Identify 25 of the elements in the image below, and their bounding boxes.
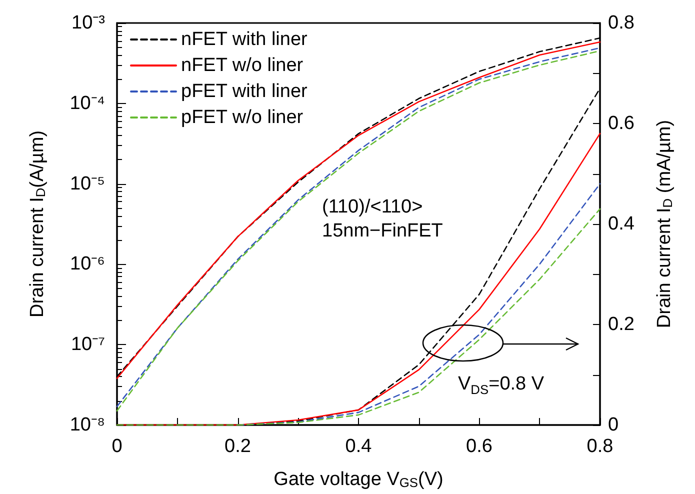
y2-tick-label: 0.6 bbox=[608, 113, 634, 134]
y-tick-label: 10⁻⁵ bbox=[70, 173, 105, 194]
y2-tick-label: 0.8 bbox=[608, 12, 634, 34]
x-tick-label: 0.4 bbox=[345, 436, 372, 457]
legend-label: nFET with liner bbox=[181, 29, 308, 50]
legend-label: pFET with liner bbox=[181, 81, 308, 102]
y-tick-label: 10⁻⁷ bbox=[70, 334, 106, 356]
y2-tick-label: 0 bbox=[608, 414, 619, 436]
y-tick-label: 10⁻⁴ bbox=[70, 92, 105, 114]
legend-label: pFET w/o liner bbox=[181, 107, 304, 128]
y-tick-label: 10⁻⁸ bbox=[70, 414, 105, 436]
y2-axis-title: Drain current ID (mA/µm) bbox=[654, 120, 675, 328]
legend-label: nFET w/o liner bbox=[181, 55, 304, 76]
line-series bbox=[237, 183, 601, 426]
y-tick-label: 10⁻⁶ bbox=[70, 254, 105, 275]
y-tick-label: 10⁻³ bbox=[72, 12, 105, 34]
x-tick-label: 0.2 bbox=[224, 436, 251, 457]
x-tick-label: 0 bbox=[112, 436, 122, 457]
x-axis-title: Gate voltage VGS(V) bbox=[274, 469, 444, 490]
x-tick-label: 0.6 bbox=[466, 436, 492, 457]
x-tick-label: 0.8 bbox=[586, 436, 614, 457]
annotation: (110)/<110> 15nm−FinFET bbox=[322, 196, 444, 242]
y2-tick-label: 0.4 bbox=[608, 214, 635, 234]
y-axis-title: Drain current ID(A/µm) bbox=[27, 130, 48, 318]
y2-tick-label: 0.2 bbox=[608, 314, 634, 335]
